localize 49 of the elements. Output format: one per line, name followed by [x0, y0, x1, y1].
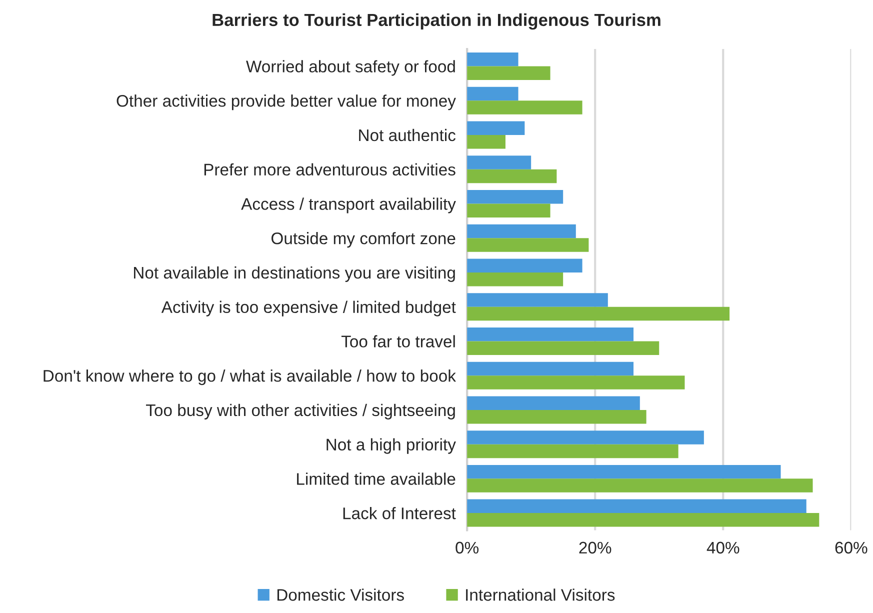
bar	[467, 410, 646, 424]
bar	[467, 121, 525, 135]
bar	[467, 190, 564, 204]
bar	[467, 258, 582, 272]
bar	[467, 52, 518, 66]
bar	[467, 293, 608, 307]
y-tick-label: Prefer more adventurous activities	[204, 163, 456, 176]
x-tick-label: 20%	[579, 542, 612, 554]
y-tick-label: Other activities provide better value for money	[116, 94, 456, 110]
y-tick-label: Activity is too expensive / limited budget	[161, 300, 456, 316]
bar	[467, 66, 550, 80]
y-tick-label: Outside my comfort zone	[271, 232, 456, 248]
y-tick-label: Not authentic	[359, 128, 456, 142]
x-tick-label: 40%	[706, 542, 740, 554]
chart-title: Barriers to Tourist Participation in Indigenous Tourism	[212, 13, 660, 30]
bar	[467, 513, 820, 527]
y-tick-label: Not a high priority	[326, 438, 456, 454]
y-tick-label: Lack of Interest	[343, 507, 456, 520]
legend-label: Domestic Visitors	[277, 588, 404, 601]
bar	[467, 238, 589, 252]
y-tick-label: Worried about safety or food	[246, 60, 455, 76]
bar	[467, 156, 532, 170]
bar	[467, 272, 564, 286]
y-tick-label: Too busy with other activities / sightseeing	[146, 404, 455, 420]
bar	[467, 362, 634, 376]
y-tick-label: Don't know where to go / what is available / how to book	[44, 370, 456, 386]
bar	[467, 224, 576, 238]
bar	[467, 86, 518, 101]
bar	[467, 306, 730, 321]
x-tick-label: 0%	[456, 542, 479, 554]
x-tick-label: 60%	[835, 542, 868, 554]
bar	[467, 396, 640, 410]
bar	[467, 327, 634, 342]
y-tick-label: Too far to travel	[341, 335, 455, 348]
bar	[467, 444, 678, 458]
bar	[467, 204, 550, 218]
bar	[467, 134, 506, 149]
bar	[467, 341, 660, 355]
bar	[467, 169, 557, 184]
legend-label: International Visitors	[466, 588, 615, 601]
y-tick-label: Not available in destinations you are visiting	[134, 266, 455, 282]
bar	[467, 478, 813, 492]
bar	[467, 376, 685, 390]
y-tick-label: Access / transport availability	[241, 198, 456, 214]
bar	[467, 464, 781, 479]
bar	[467, 100, 582, 114]
bar	[467, 499, 806, 514]
bar	[467, 430, 704, 444]
y-tick-label: Limited time available	[297, 472, 456, 485]
